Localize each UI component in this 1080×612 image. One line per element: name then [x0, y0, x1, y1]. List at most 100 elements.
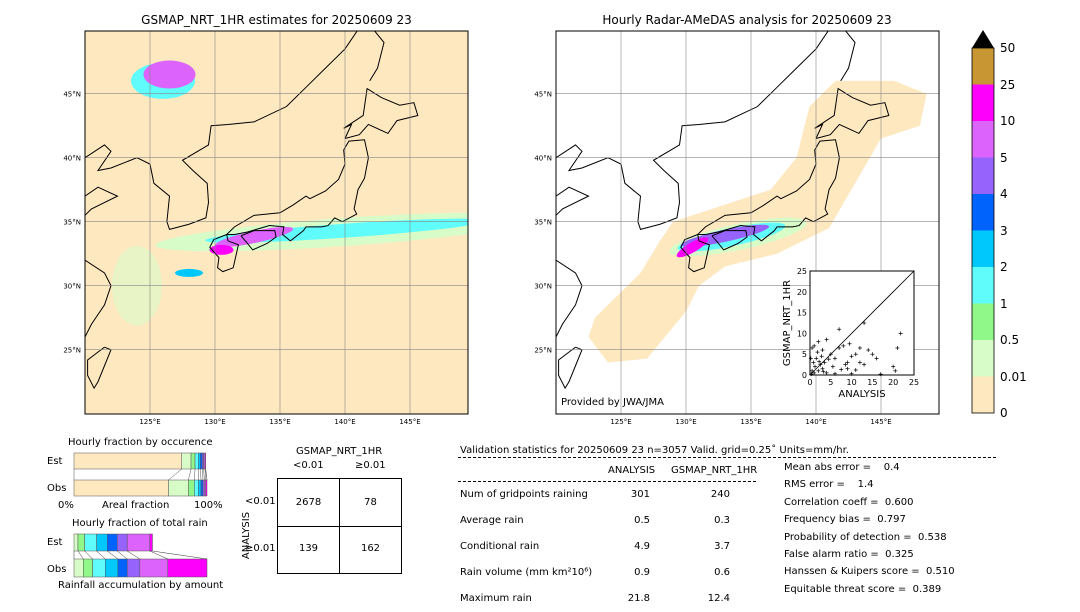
- lat-tick-label: 35°N: [534, 219, 552, 227]
- colorbar-tick-label: 4: [1000, 187, 1008, 201]
- coastline: [226, 139, 369, 242]
- tr-est-segment: [116, 533, 128, 552]
- scatter-point: [816, 368, 821, 373]
- col-label-ge: ≥0.01: [355, 460, 386, 471]
- scatter-point: [847, 341, 852, 346]
- scatter-point: [814, 356, 819, 361]
- occ-obs-label: Obs: [47, 483, 67, 494]
- scatter-x-tick: 5: [828, 378, 833, 387]
- scatter-point: [839, 367, 844, 372]
- totalrain-xlabel: Rainfall accumulation by amount: [58, 580, 224, 591]
- tr-est-segment: [149, 533, 153, 552]
- lon-tick-label: 135°E: [740, 418, 761, 426]
- tr-obs-segment: [83, 558, 93, 578]
- scatter-point: [820, 366, 825, 371]
- lat-tick-label: 40°N: [534, 155, 552, 163]
- lon-tick-label: 135°E: [269, 418, 290, 426]
- colorbar-segment: [972, 194, 994, 231]
- coastline: [85, 259, 112, 338]
- coastline: [85, 186, 119, 216]
- scatter-point: [843, 362, 848, 367]
- colorbar-segment: [972, 303, 994, 340]
- score-line: Frequency bias = 0.797: [784, 514, 906, 526]
- score-line: Equitable threat score = 0.389: [784, 583, 942, 595]
- tr-est-segment: [73, 533, 79, 552]
- lon-tick-label: 145°E: [870, 418, 891, 426]
- lat-tick-label: 35°N: [63, 219, 81, 227]
- stats-divider: [458, 457, 996, 458]
- occ-tick-right: 100%: [194, 500, 223, 511]
- scatter-point: [810, 345, 815, 350]
- coastline: [369, 31, 385, 82]
- occ-obs-segment: [200, 479, 204, 497]
- lon-tick-label: 140°E: [334, 418, 355, 426]
- left_map-axes: 125°E 130°E 135°E 140°E 145°E 45°N 40°N 35°N 30°…: [63, 30, 469, 426]
- scatter-inset: 0 5 10 15 20 25 0 5 10 15 20 25 ANALYSIS GSMAP_NRT_1H…: [782, 267, 919, 400]
- score-line: RMS error = 1.4: [784, 479, 874, 491]
- scatter-x-tick: 25: [909, 378, 919, 387]
- tr-est-segment: [84, 533, 97, 552]
- stats-col-gsmap: GSMAP_NRT_1HR: [671, 465, 758, 476]
- scatter-point: [815, 350, 820, 355]
- coastline: [840, 31, 856, 82]
- cell-hit-none: 2678: [295, 497, 322, 508]
- colorbar: [971, 30, 995, 414]
- credit-text: Provided by JWA/JMA: [561, 397, 664, 408]
- contingency-title: GSMAP_NRT_1HR: [296, 446, 383, 457]
- map-frame: [555, 30, 940, 415]
- colorbar-tick-label: 50: [1000, 41, 1016, 55]
- scatter-point: [898, 331, 903, 336]
- scatter-point: [895, 345, 900, 350]
- scatter-point: [878, 372, 883, 377]
- lon-tick-label: 125°E: [610, 418, 631, 426]
- scatter-point: [830, 364, 835, 369]
- occ-obs-segment: [73, 479, 169, 497]
- colorbar-tick-label: 1: [1000, 296, 1008, 311]
- lat-tick-label: 25°N: [63, 347, 81, 355]
- colorbar-tick-label: 3: [1000, 223, 1008, 238]
- lon-tick-label: 140°E: [805, 418, 826, 426]
- scatter-point: [893, 368, 898, 373]
- cell-miss: 139: [298, 543, 319, 554]
- scatter-point: [853, 368, 858, 373]
- scatter-y-tick: 5: [802, 350, 807, 359]
- tr-obs-segment: [126, 558, 141, 578]
- scatter-point: [816, 339, 821, 344]
- tr-est-segment: [77, 533, 85, 552]
- right_map-axes: 125°E 130°E 135°E 140°E 145°E 45°N 40°N 35°N 30°…: [534, 30, 940, 426]
- lat-tick-label: 40°N: [63, 155, 81, 163]
- colorbar-segment: [972, 230, 994, 267]
- scatter-point: [891, 364, 896, 369]
- cell-false-alarm: 78: [364, 497, 377, 508]
- scatter-point: [824, 370, 829, 375]
- stat-label: Num of gridpoints raining: [460, 489, 588, 500]
- scatter-point: [818, 362, 823, 367]
- lat-tick-label: 30°N: [534, 283, 552, 291]
- stat-analysis-value: 301: [630, 489, 650, 500]
- contingency-table: 2678 78 139 162: [277, 478, 402, 574]
- scatter-point: [849, 371, 854, 376]
- scatter-point: [837, 327, 842, 332]
- colorbar-tick-label: 0.01: [1000, 369, 1027, 384]
- colorbar-segment: [972, 48, 994, 85]
- score-line: Hanssen & Kuipers score = 0.510: [784, 566, 955, 578]
- scatter-point: [811, 360, 816, 365]
- colorbar-tick-label: 25: [1000, 77, 1016, 92]
- stats-header: Validation statistics for 20250609 23 n=…: [460, 445, 849, 456]
- lat-tick-label: 25°N: [534, 347, 552, 355]
- coastline: [343, 87, 419, 140]
- colorbar-tick-label: 0: [1000, 406, 1008, 420]
- stat-gsmap-value: 0.6: [714, 567, 730, 578]
- occ-est-segment: [204, 452, 206, 470]
- coastline: [814, 87, 890, 140]
- stat-label: Conditional rain: [460, 541, 540, 552]
- stat-gsmap-value: 3.7: [714, 541, 730, 552]
- scatter-y-tick: 10: [797, 329, 807, 338]
- row-label-lt: <0.01: [245, 496, 276, 507]
- scatter-point: [832, 371, 837, 376]
- scatter-point: [841, 343, 846, 348]
- stats-col-divider: [458, 481, 756, 482]
- scatter-point: [820, 348, 825, 353]
- totalrain-title: Hourly fraction of total rain: [72, 518, 208, 529]
